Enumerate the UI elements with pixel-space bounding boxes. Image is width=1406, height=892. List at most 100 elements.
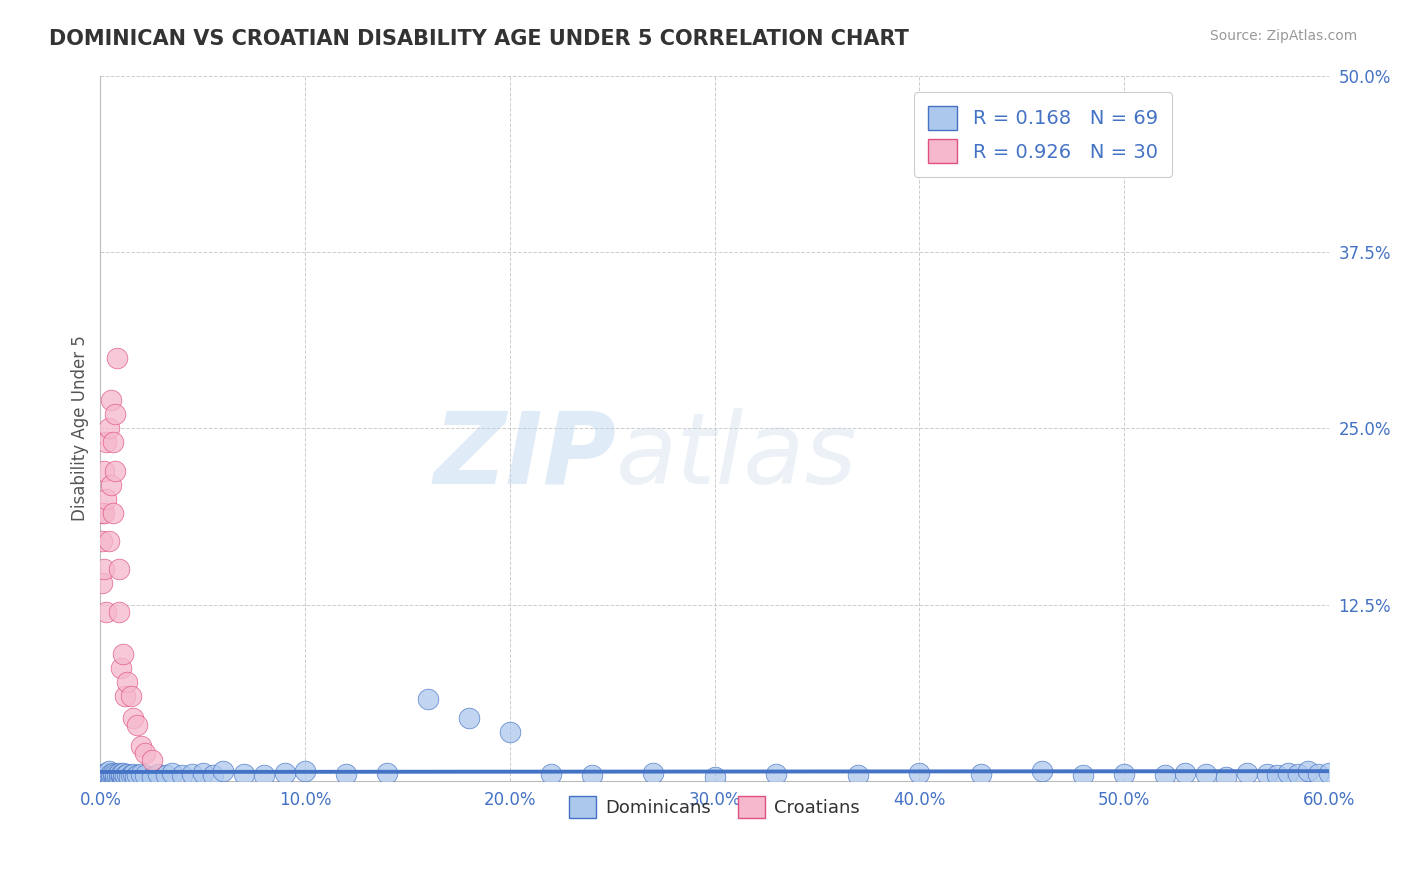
Point: [101, 506, 124, 520]
Point: [97, 768, 120, 782]
Point: [122, 710, 145, 724]
Point: [97, 764, 120, 778]
Point: [107, 765, 129, 780]
Point: [1112, 767, 1135, 781]
Point: [765, 767, 787, 781]
Point: [1256, 767, 1278, 781]
Point: [1236, 765, 1258, 780]
Point: [1195, 767, 1218, 781]
Point: [1277, 765, 1299, 780]
Point: [703, 770, 725, 784]
Point: [96, 605, 118, 619]
Point: [93, 506, 115, 520]
Point: [100, 392, 122, 407]
Point: [105, 768, 128, 782]
Point: [96, 491, 118, 506]
Point: [191, 765, 214, 780]
Point: [1286, 767, 1309, 781]
Point: [110, 768, 132, 782]
Point: [111, 765, 134, 780]
Point: [114, 690, 136, 704]
Point: [96, 765, 118, 780]
Point: [115, 675, 138, 690]
Point: [134, 768, 156, 782]
Point: [110, 767, 132, 781]
Point: [96, 435, 118, 450]
Y-axis label: Disability Age Under 5: Disability Age Under 5: [72, 335, 89, 521]
Point: [91, 506, 114, 520]
Point: [846, 768, 869, 782]
Point: [969, 767, 991, 781]
Text: Source: ZipAtlas.com: Source: ZipAtlas.com: [1209, 29, 1357, 44]
Point: [127, 717, 149, 731]
Point: [253, 768, 276, 782]
Point: [1215, 770, 1237, 784]
Point: [120, 768, 142, 782]
Point: [122, 767, 145, 781]
Point: [1317, 765, 1340, 780]
Point: [540, 767, 562, 781]
Point: [118, 770, 141, 784]
Point: [212, 764, 235, 778]
Point: [114, 768, 136, 782]
Point: [201, 768, 224, 782]
Point: [101, 765, 124, 780]
Point: [134, 746, 156, 760]
Point: [104, 767, 127, 781]
Point: [100, 770, 122, 784]
Point: [101, 768, 124, 782]
Point: [641, 765, 664, 780]
Text: DOMINICAN VS CROATIAN DISABILITY AGE UNDER 5 CORRELATION CHART: DOMINICAN VS CROATIAN DISABILITY AGE UND…: [49, 29, 910, 49]
Point: [93, 767, 115, 781]
Point: [93, 562, 115, 576]
Point: [141, 770, 163, 784]
Point: [172, 768, 194, 782]
Point: [111, 770, 134, 784]
Point: [1174, 765, 1197, 780]
Point: [1267, 768, 1289, 782]
Point: [91, 534, 114, 549]
Point: [107, 770, 129, 784]
Point: [457, 710, 479, 724]
Point: [111, 647, 134, 661]
Point: [416, 692, 439, 706]
Point: [97, 421, 120, 435]
Text: ZIP: ZIP: [433, 408, 616, 505]
Point: [100, 477, 122, 491]
Point: [107, 605, 129, 619]
Point: [141, 753, 163, 767]
Point: [104, 464, 127, 478]
Point: [124, 770, 146, 784]
Point: [499, 724, 522, 739]
Point: [1071, 768, 1094, 782]
Point: [1031, 764, 1053, 778]
Point: [129, 767, 152, 781]
Text: atlas: atlas: [616, 408, 858, 505]
Point: [115, 767, 138, 781]
Point: [120, 690, 142, 704]
Point: [110, 661, 132, 675]
Point: [181, 767, 204, 781]
Point: [1308, 767, 1330, 781]
Point: [232, 767, 254, 781]
Point: [146, 767, 169, 781]
Point: [294, 764, 316, 778]
Point: [97, 534, 120, 549]
Point: [908, 765, 931, 780]
Point: [273, 765, 295, 780]
Legend: Dominicans, Croatians: Dominicans, Croatians: [562, 789, 868, 825]
Point: [335, 767, 357, 781]
Point: [104, 407, 127, 421]
Point: [93, 464, 115, 478]
Point: [107, 562, 129, 576]
Point: [1296, 764, 1319, 778]
Point: [104, 770, 127, 784]
Point: [96, 770, 118, 784]
Point: [101, 435, 124, 450]
Point: [375, 765, 398, 780]
Point: [105, 351, 128, 365]
Point: [160, 765, 183, 780]
Point: [129, 739, 152, 753]
Point: [127, 768, 149, 782]
Point: [1154, 768, 1177, 782]
